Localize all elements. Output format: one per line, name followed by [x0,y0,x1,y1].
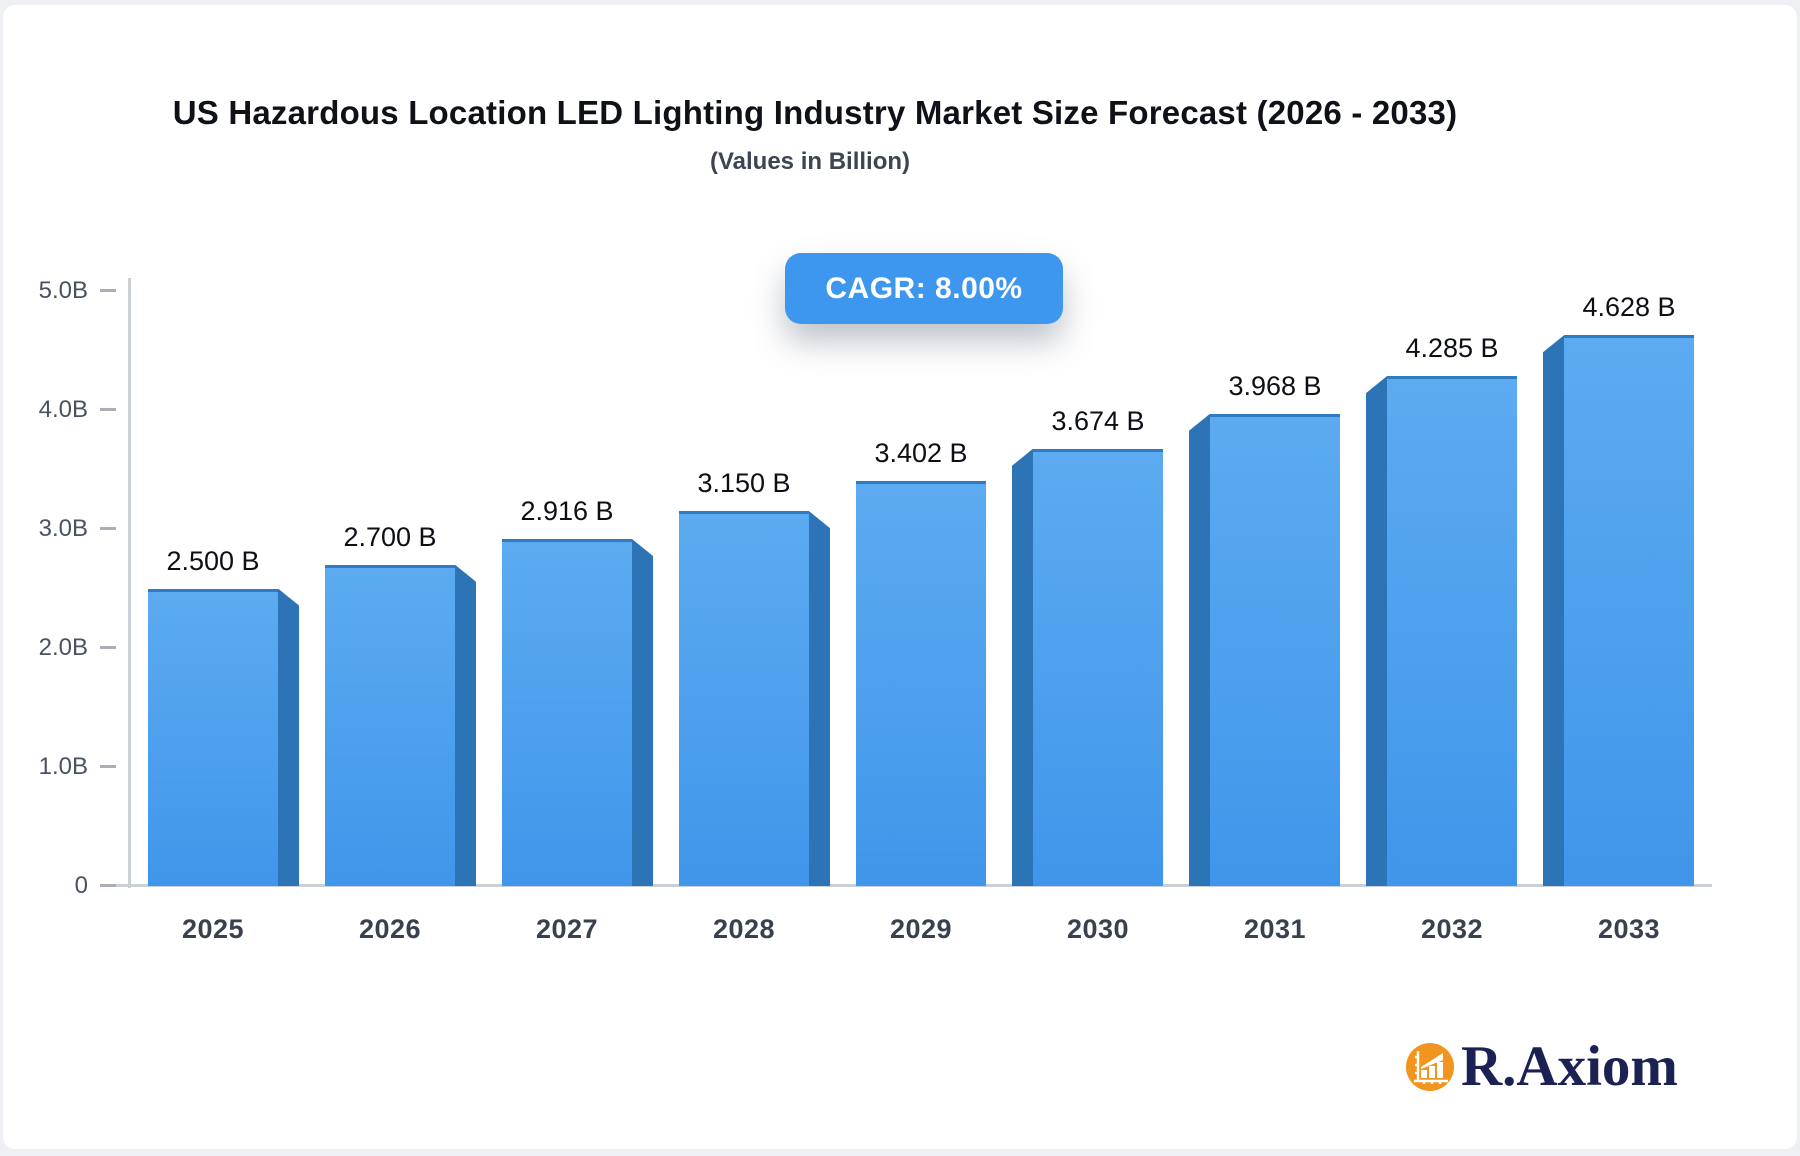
y-tick-dash [100,646,116,649]
chart-title: US Hazardous Location LED Lighting Indus… [172,94,1458,131]
bar [148,588,278,886]
y-tick-label: 1.0B [38,753,88,780]
bar-value-label: 4.628 B [1582,292,1676,323]
bar-value-label: 2.500 B [166,545,260,576]
bar-side [1543,335,1564,886]
y-tick-dash [100,527,116,530]
y-tick-label: 3.0B [38,515,88,542]
bar-side [1012,448,1033,886]
bar [856,481,986,886]
bar [1387,376,1517,886]
bar-value-label: 3.674 B [1051,405,1145,436]
bar-side [1189,413,1210,886]
bar-value-label: 2.700 B [343,521,437,552]
bar [1210,413,1340,886]
bar-value-label: 4.285 B [1405,333,1499,364]
bar [1033,448,1163,886]
y-tick-dash [100,765,116,768]
bar-value-label: 3.968 B [1228,370,1322,401]
brand-logo-text: R.Axiom [1461,1035,1678,1098]
bar [325,564,455,886]
x-tick-label: 2026 [358,914,422,944]
bar-side [278,588,299,886]
bar [679,511,809,886]
y-tick-label: 5.0B [38,277,88,304]
y-tick-label: 2.0B [38,634,88,661]
x-tick-label: 2030 [1066,914,1130,944]
cagr-badge-label: CAGR: 8.00% [825,271,1023,305]
y-tick-label: 4.0B [38,396,88,423]
x-tick-label: 2031 [1243,914,1307,944]
x-tick-label: 2025 [181,914,245,944]
bar-value-label: 2.916 B [520,495,614,526]
x-tick-label: 2029 [889,914,953,944]
bar-side [632,538,653,886]
bar-chart-icon [1406,1042,1454,1091]
y-tick-dash [100,289,116,292]
y-tick-label: 0 [74,872,88,899]
bar-side [809,511,830,886]
y-tick-dash [100,884,116,887]
brand-logo: R.Axiom [1406,1038,1678,1095]
x-tick-label: 2033 [1597,914,1661,944]
bar-value-label: 3.402 B [874,438,968,469]
y-tick-dash [100,408,116,411]
bar-value-label: 3.150 B [697,468,791,499]
y-axis-line [128,278,131,888]
bar [1564,335,1694,886]
bar [502,538,632,886]
x-tick-label: 2028 [712,914,776,944]
chart-subtitle: (Values in Billion) [709,148,911,175]
x-tick-label: 2027 [535,914,599,944]
bar-side [455,564,476,886]
x-tick-label: 2032 [1420,914,1484,944]
cagr-badge: CAGR: 8.00% [785,253,1063,324]
bar-side [1366,376,1387,886]
